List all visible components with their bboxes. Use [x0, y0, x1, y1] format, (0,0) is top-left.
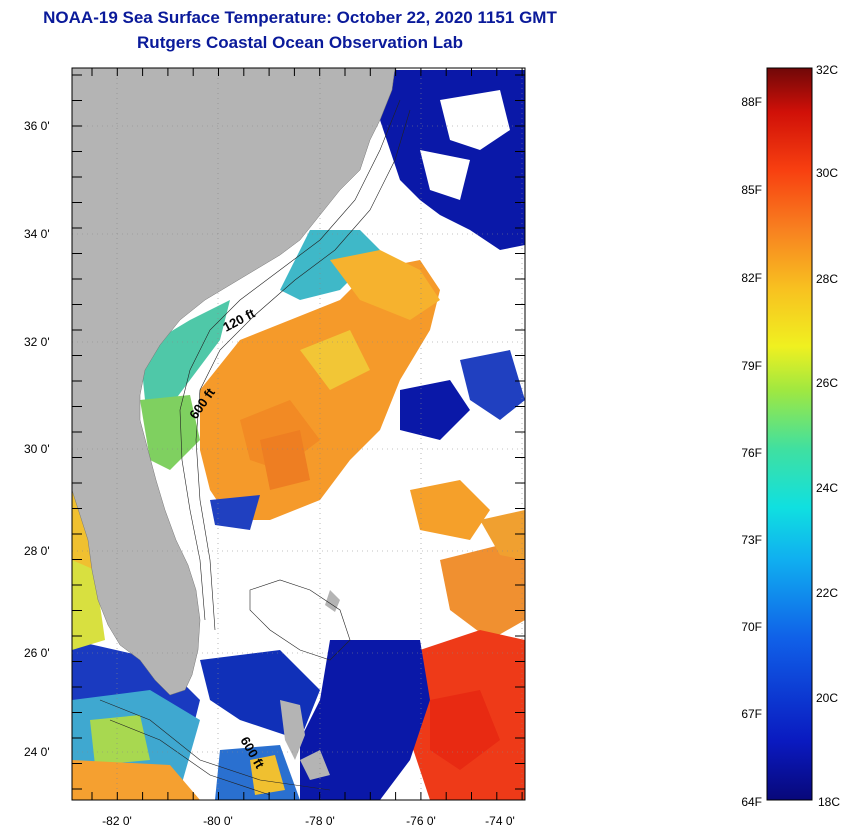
- map-frame: [71, 67, 526, 801]
- celsius-label: 18C: [818, 795, 840, 809]
- lat-label: 24 0': [24, 745, 50, 759]
- lon-label: -78 0': [305, 814, 335, 828]
- lon-label: -82 0': [102, 814, 132, 828]
- celsius-label: 22C: [816, 586, 838, 600]
- map-title: NOAA-19 Sea Surface Temperature: October…: [43, 8, 557, 27]
- lat-label: 28 0': [24, 544, 50, 558]
- fahrenheit-label: 67F: [741, 707, 762, 721]
- lat-label: 26 0': [24, 646, 50, 660]
- graticule: [72, 68, 525, 800]
- lon-label: -76 0': [406, 814, 436, 828]
- latitude-labels: 36 0' 34 0' 32 0' 30 0' 28 0' 26 0' 24 0…: [24, 119, 50, 759]
- map-subtitle: Rutgers Coastal Ocean Observation Lab: [137, 33, 463, 52]
- celsius-label: 26C: [816, 376, 838, 390]
- fahrenheit-labels: 88F 85F 82F 79F 76F 73F 70F 67F 64F: [741, 95, 762, 809]
- celsius-label: 28C: [816, 272, 838, 286]
- longitude-labels: -82 0' -80 0' -78 0' -76 0' -74 0': [102, 814, 515, 828]
- fahrenheit-label: 82F: [741, 271, 762, 285]
- lat-label: 30 0': [24, 442, 50, 456]
- lon-label: -74 0': [485, 814, 515, 828]
- bathymetry-contours: [99, 99, 411, 796]
- fahrenheit-label: 79F: [741, 359, 762, 373]
- lat-label: 36 0': [24, 119, 50, 133]
- lat-label: 34 0': [24, 227, 50, 241]
- fahrenheit-label: 73F: [741, 533, 762, 547]
- celsius-label: 20C: [816, 691, 838, 705]
- celsius-label: 32C: [816, 63, 838, 77]
- celsius-labels: 32C 30C 28C 26C 24C 22C 20C 18C: [816, 63, 840, 809]
- lat-label: 32 0': [24, 335, 50, 349]
- lon-label: -80 0': [203, 814, 233, 828]
- celsius-label: 30C: [816, 166, 838, 180]
- fahrenheit-label: 70F: [741, 620, 762, 634]
- fahrenheit-label: 76F: [741, 446, 762, 460]
- colorbar-gradient: [766, 67, 813, 801]
- fahrenheit-label: 88F: [741, 95, 762, 109]
- land: [72, 68, 396, 780]
- axis-ticks: [72, 68, 525, 800]
- fahrenheit-label: 64F: [741, 795, 762, 809]
- celsius-label: 24C: [816, 481, 838, 495]
- fahrenheit-label: 85F: [741, 183, 762, 197]
